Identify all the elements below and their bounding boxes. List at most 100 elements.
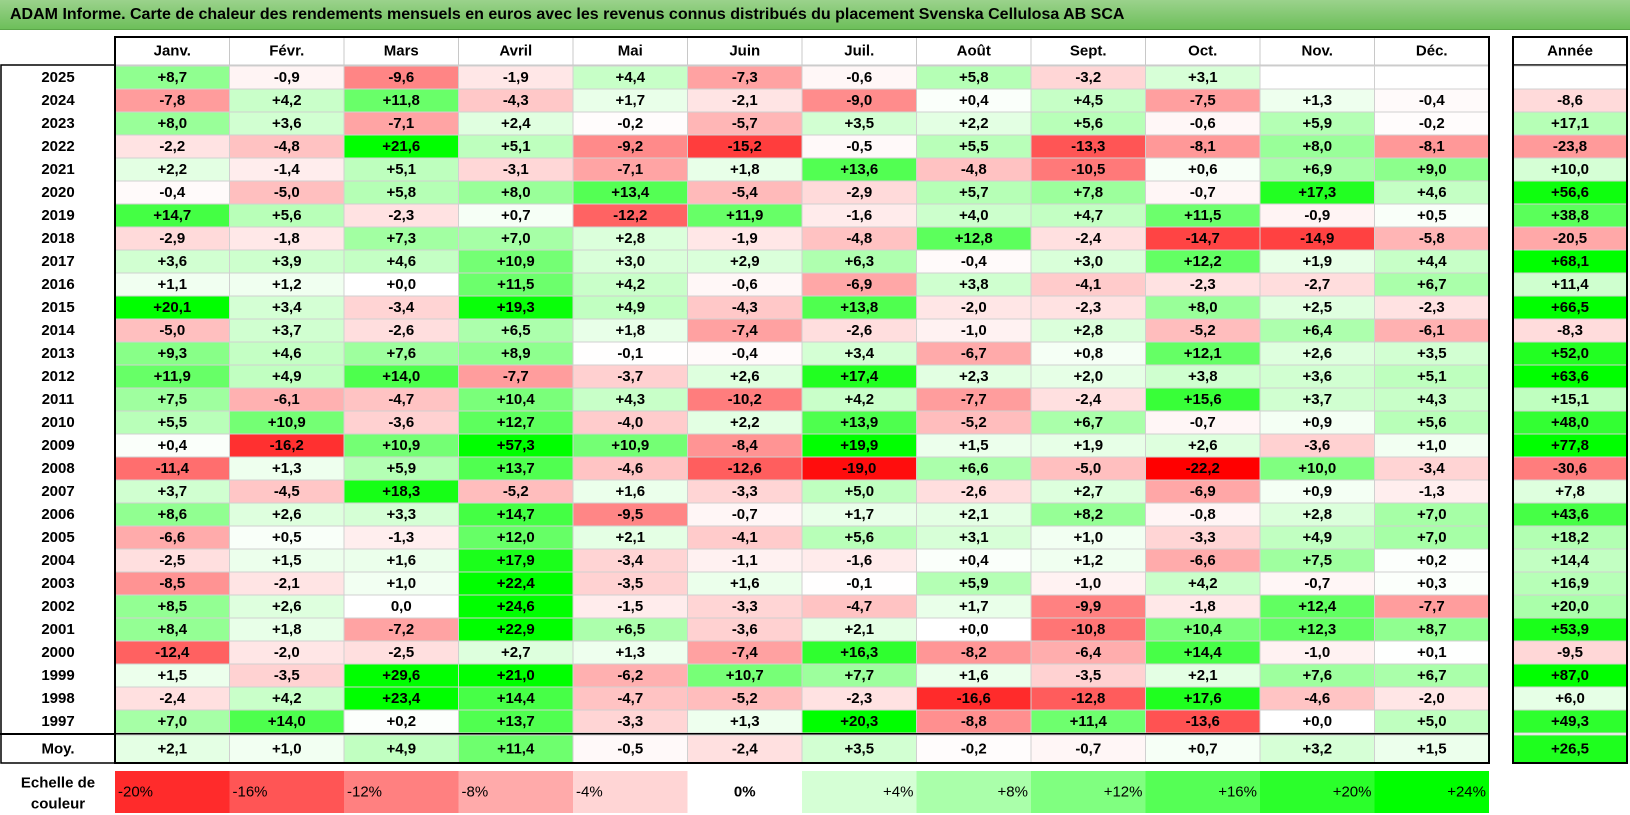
row-year-label: 2003	[41, 575, 74, 592]
cell-value: +5,6	[844, 529, 874, 546]
cell-value: +5,0	[1417, 713, 1447, 730]
cell-value: -6,9	[1190, 483, 1216, 500]
cell-value: +4,2	[615, 276, 645, 293]
cell-value: +15,6	[1184, 391, 1222, 408]
column-header-5: Mai	[618, 43, 643, 60]
cell-value: -2,5	[159, 552, 185, 569]
average-cell	[1145, 734, 1261, 764]
cell-value: +21,0	[497, 667, 535, 684]
row-year-label: 2014	[41, 322, 75, 339]
scale-tick-label: +20%	[1333, 784, 1372, 801]
cell-value: +23,4	[382, 690, 421, 707]
cell-value: +0,4	[157, 437, 187, 454]
cell-value: -13,3	[1071, 138, 1105, 155]
cell-value: +0,2	[386, 713, 416, 730]
cell-value: +1,3	[272, 460, 302, 477]
annual-value: -8,3	[1557, 322, 1583, 339]
cell-value: -2,3	[1419, 299, 1445, 316]
cell-value: -4,1	[732, 529, 758, 546]
cell-value: +13,7	[497, 460, 535, 477]
column-header-10: Oct.	[1188, 43, 1217, 60]
cell-value: -2,5	[388, 644, 414, 661]
cell-value: +10,4	[1184, 621, 1223, 638]
column-header-4: Avril	[499, 43, 532, 60]
annual-value: +53,9	[1551, 621, 1589, 638]
cell-value: +2,1	[844, 621, 874, 638]
column-header-11: Nov.	[1302, 43, 1333, 60]
cell-value: -1,5	[617, 598, 643, 615]
cell-value: -0,8	[1190, 506, 1216, 523]
cell-value: -3,6	[388, 414, 414, 431]
cell-value: -19,0	[842, 460, 876, 477]
cell-value: -0,7	[1190, 184, 1216, 201]
scale-tick-label: +4%	[883, 784, 913, 801]
cell-value: +2,2	[730, 414, 760, 431]
cell-value: -8,5	[159, 575, 185, 592]
cell-value: +4,7	[1073, 207, 1103, 224]
cell-value: +8,4	[157, 621, 187, 638]
cell-value: +1,7	[959, 598, 989, 615]
cell-value: +5,6	[1417, 414, 1447, 431]
cell-value: -5,7	[732, 115, 758, 132]
cell-value: -2,7	[1304, 276, 1330, 293]
cell-value: -3,2	[1075, 69, 1101, 86]
cell-value: -4,1	[1075, 276, 1101, 293]
cell-value: +5,6	[272, 207, 302, 224]
cell-value: +0,7	[501, 207, 531, 224]
row-year-label: 2004	[41, 552, 75, 569]
cell-value: +2,6	[1302, 345, 1332, 362]
row-year-label: 2019	[41, 207, 74, 224]
cell-value: -5,2	[1190, 322, 1216, 339]
cell-value: +7,6	[386, 345, 416, 362]
cell-value: +1,5	[272, 552, 302, 569]
column-header-12: Déc.	[1416, 43, 1448, 60]
cell-value: +2,7	[1073, 483, 1103, 500]
cell-value: +4,0	[959, 207, 989, 224]
cell-value: -4,0	[617, 414, 643, 431]
cell-value: -14,9	[1300, 230, 1334, 247]
cell-value: +1,7	[844, 506, 874, 523]
scale-swatch	[1374, 771, 1489, 813]
cell-value: +3,6	[157, 253, 187, 270]
cell-value: +3,6	[272, 115, 302, 132]
average-annual-cell	[1512, 734, 1628, 764]
cell-value: +1,3	[730, 713, 760, 730]
cell-value: +6,6	[959, 460, 989, 477]
cell-value: +10,9	[497, 253, 535, 270]
annual-value: +77,8	[1551, 437, 1589, 454]
cell-value: +4,4	[615, 69, 645, 86]
row-year-label: 1997	[41, 713, 74, 730]
cell-value: -0,2	[1419, 115, 1445, 132]
cell-value: +5,8	[386, 184, 416, 201]
cell-value: +3,7	[272, 322, 302, 339]
scale-tick-label: +8%	[998, 784, 1028, 801]
cell-value: +3,7	[1302, 391, 1332, 408]
cell-value: -0,7	[1190, 414, 1216, 431]
cell-value: +5,1	[501, 138, 531, 155]
cell-value: +7,6	[1302, 667, 1332, 684]
cell-value: -7,4	[732, 644, 759, 661]
cell-value: +17,4	[840, 368, 879, 385]
cell-value: +7,0	[1417, 529, 1447, 546]
cell-value: +8,6	[157, 506, 187, 523]
cell-value: +1,5	[157, 667, 187, 684]
column-header-cell	[801, 36, 917, 66]
scale-swatch	[458, 771, 573, 813]
cell-value: +1,0	[1417, 437, 1447, 454]
cell-value: +10,9	[268, 414, 306, 431]
cell-value: -10,2	[728, 391, 762, 408]
cell-value: +10,9	[382, 437, 420, 454]
cell-value: +0,2	[1417, 552, 1447, 569]
cell-value: -2,6	[846, 322, 872, 339]
average-value: +11,4	[497, 741, 535, 758]
cell-value: -8,1	[1190, 138, 1216, 155]
cell-value: +9,3	[157, 345, 187, 362]
cell-value: -0,7	[1304, 575, 1330, 592]
cell-value: +4,2	[272, 92, 302, 109]
cell-value: +2,2	[157, 161, 187, 178]
annual-value: -8,6	[1557, 92, 1583, 109]
row-year-label: 2005	[41, 529, 74, 546]
cell-value: +13,9	[840, 414, 878, 431]
cell-value: +8,7	[1417, 621, 1447, 638]
cell-value: -9,5	[617, 506, 643, 523]
